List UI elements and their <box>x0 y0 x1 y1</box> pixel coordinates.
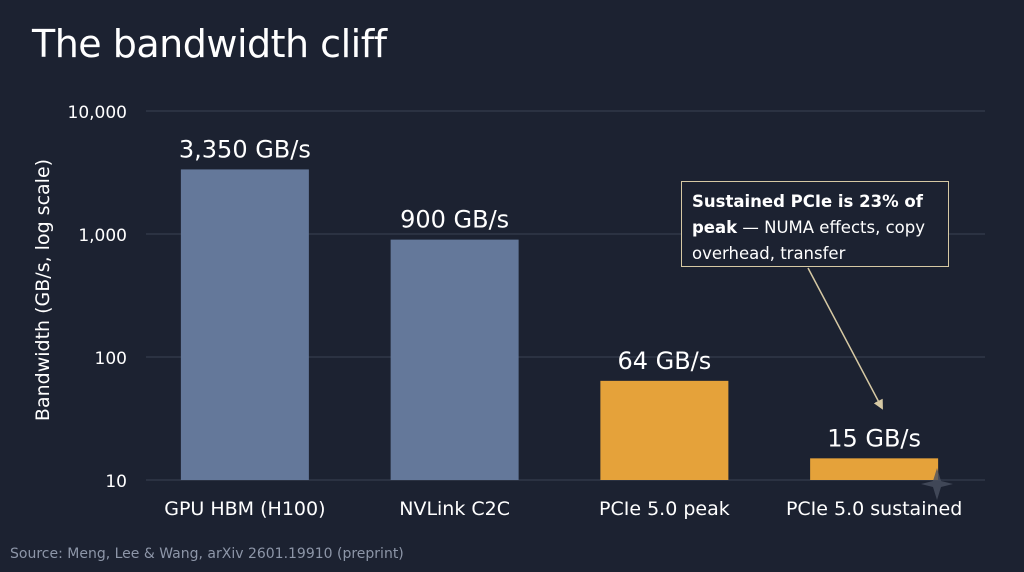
x-tick-label: PCIe 5.0 sustained <box>786 498 962 520</box>
y-tick-label: 100 <box>95 349 127 369</box>
x-tick-label: PCIe 5.0 peak <box>599 498 730 520</box>
data-label: 3,350 GB/s <box>179 135 311 163</box>
y-tick-label: 10,000 <box>68 103 127 123</box>
x-tick-label: GPU HBM (H100) <box>164 498 325 520</box>
y-tick-label: 1,000 <box>78 226 127 246</box>
y-tick-label: 10 <box>105 472 127 492</box>
annotation-text: — NUMA effects, copy overhead, transfer … <box>692 218 925 263</box>
source-note: Source: Meng, Lee & Wang, arXiv 2601.199… <box>10 546 404 562</box>
data-label: 15 GB/s <box>827 424 921 452</box>
x-tick-label: NVLink C2C <box>399 498 510 520</box>
bar <box>180 169 309 480</box>
annotation-arrow <box>807 267 883 410</box>
bar <box>810 458 939 480</box>
data-label: 64 GB/s <box>617 347 711 375</box>
sparkle-icon <box>921 468 953 500</box>
data-label: 900 GB/s <box>400 206 509 234</box>
bar <box>600 380 729 480</box>
chart-title: The bandwidth cliff <box>32 22 387 66</box>
annotation-box: Sustained PCIe is 23% of peak — NUMA eff… <box>681 181 949 267</box>
y-axis-label: Bandwidth (GB/s, log scale) <box>32 159 54 421</box>
bar <box>390 239 519 480</box>
annotation-bold: Sustained PCIe is 23% of peak <box>692 192 923 237</box>
